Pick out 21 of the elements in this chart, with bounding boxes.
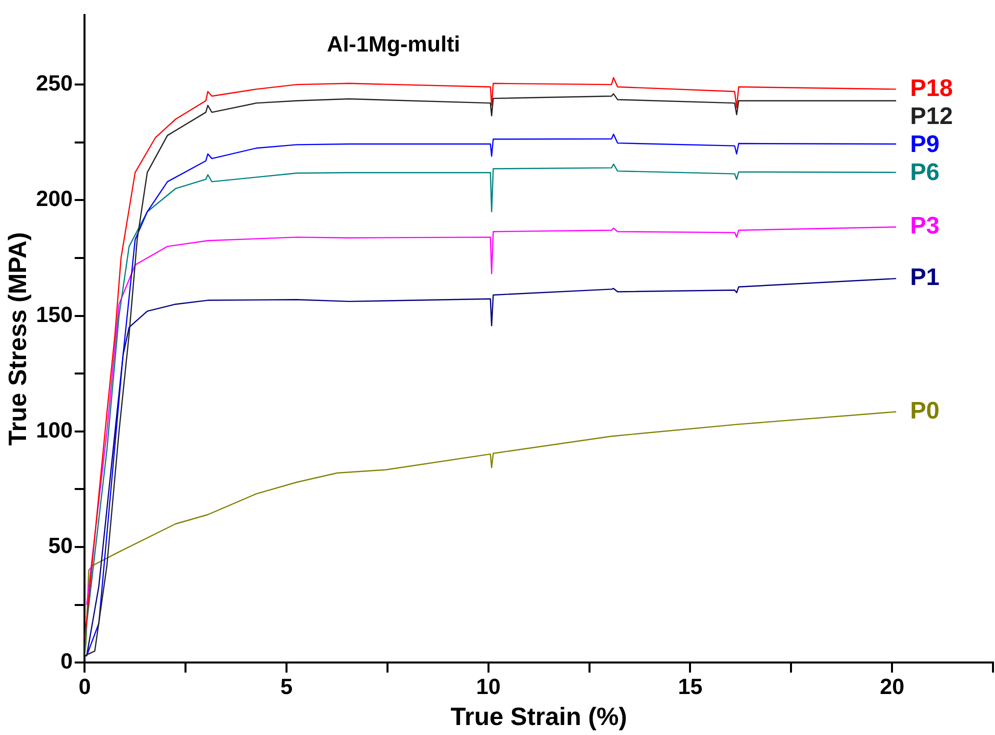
x-tick-label: 0	[78, 674, 91, 699]
series-label: P6	[910, 158, 940, 186]
series-label: P1	[910, 264, 940, 292]
series-label: P18	[910, 74, 953, 102]
series-label: P9	[910, 130, 940, 158]
x-tick-label: 5	[280, 674, 293, 699]
series-label: P3	[910, 212, 940, 240]
x-tick-label: 15	[678, 674, 702, 699]
series-label: P0	[910, 397, 940, 424]
y-tick-label: 50	[48, 533, 73, 558]
y-tick-label: 0	[60, 648, 73, 674]
x-axis-title: True Strain (%)	[450, 702, 628, 731]
y-tick-label: 200	[36, 186, 73, 212]
text: Al-1Mg-multi	[326, 31, 460, 56]
y-tick-label: 250	[36, 70, 73, 96]
y-tick-label: 100	[36, 417, 73, 442]
y-axis-title: True Stress (MPA)	[4, 232, 32, 446]
x-tick-label: 20	[880, 674, 904, 699]
series-label: P12	[910, 102, 953, 130]
y-tick-label: 150	[36, 302, 73, 327]
x-tick-label: 10	[476, 674, 501, 699]
